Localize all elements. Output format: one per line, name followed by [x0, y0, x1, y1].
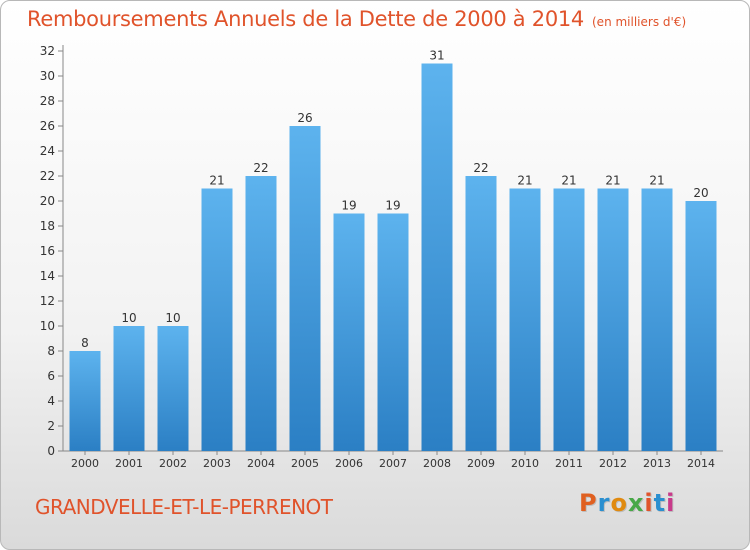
proxiti-logo: Proxiti	[579, 489, 675, 517]
x-tick-label: 2009	[467, 457, 495, 470]
y-tick-label: 4	[47, 394, 55, 408]
bar	[157, 326, 189, 451]
logo-letter: t	[653, 489, 667, 517]
y-tick-label: 10	[40, 319, 55, 333]
logo-letter: i	[666, 489, 676, 517]
y-tick-label: 16	[40, 244, 55, 258]
data-label: 21	[649, 174, 664, 188]
bar	[113, 326, 145, 451]
y-tick-label: 8	[47, 344, 55, 358]
bar	[685, 201, 717, 451]
y-tick-label: 6	[47, 369, 55, 383]
y-tick-label: 2	[47, 419, 55, 433]
chart-title-row: Remboursements Annuels de la Dette de 20…	[27, 7, 686, 31]
logo-letter: o	[610, 489, 628, 517]
commune-name: GRANDVELLE-ET-LE-PERRENOT	[35, 495, 333, 519]
bar	[553, 188, 585, 451]
bar	[289, 126, 321, 451]
bar	[69, 351, 101, 451]
y-tick-label: 14	[40, 269, 55, 283]
x-tick-label: 2008	[423, 457, 451, 470]
chart-title: Remboursements Annuels de la Dette de 20…	[27, 7, 584, 31]
x-tick-label: 2014	[687, 457, 715, 470]
y-tick-label: 24	[40, 144, 55, 158]
bar	[597, 188, 629, 451]
bar	[377, 213, 409, 451]
logo-letter: P	[579, 489, 598, 517]
data-label: 21	[517, 174, 532, 188]
bar	[509, 188, 541, 451]
bar	[641, 188, 673, 451]
data-label: 22	[253, 161, 268, 175]
logo-letter: i	[644, 489, 654, 517]
bar	[245, 176, 277, 451]
y-tick-label: 26	[40, 119, 55, 133]
y-tick-label: 0	[47, 444, 55, 458]
bar	[333, 213, 365, 451]
y-tick-label: 32	[40, 44, 55, 58]
x-tick-label: 2002	[159, 457, 187, 470]
bar	[201, 188, 233, 451]
data-label: 10	[165, 311, 180, 325]
data-label: 31	[429, 49, 444, 63]
data-label: 20	[693, 186, 708, 200]
logo-letter: r	[597, 489, 611, 517]
x-tick-label: 2001	[115, 457, 143, 470]
bar	[465, 176, 497, 451]
data-label: 26	[297, 111, 312, 125]
data-label: 19	[341, 199, 356, 213]
logo-letter: x	[627, 489, 645, 517]
data-label: 21	[209, 174, 224, 188]
x-tick-label: 2007	[379, 457, 407, 470]
x-tick-label: 2000	[71, 457, 99, 470]
x-tick-label: 2013	[643, 457, 671, 470]
x-tick-label: 2010	[511, 457, 539, 470]
data-label: 8	[81, 336, 89, 350]
data-label: 22	[473, 161, 488, 175]
x-tick-label: 2006	[335, 457, 363, 470]
data-label: 21	[605, 174, 620, 188]
x-tick-label: 2012	[599, 457, 627, 470]
y-tick-label: 28	[40, 94, 55, 108]
data-label: 10	[121, 311, 136, 325]
x-tick-label: 2011	[555, 457, 583, 470]
x-tick-label: 2005	[291, 457, 319, 470]
y-tick-label: 22	[40, 169, 55, 183]
bar	[421, 63, 453, 451]
y-tick-label: 30	[40, 69, 55, 83]
data-label: 19	[385, 199, 400, 213]
data-label: 21	[561, 174, 576, 188]
x-tick-label: 2003	[203, 457, 231, 470]
y-tick-label: 12	[40, 294, 55, 308]
chart-unit: (en milliers d'€)	[592, 15, 687, 29]
y-tick-label: 20	[40, 194, 55, 208]
y-tick-label: 18	[40, 219, 55, 233]
x-tick-label: 2004	[247, 457, 275, 470]
